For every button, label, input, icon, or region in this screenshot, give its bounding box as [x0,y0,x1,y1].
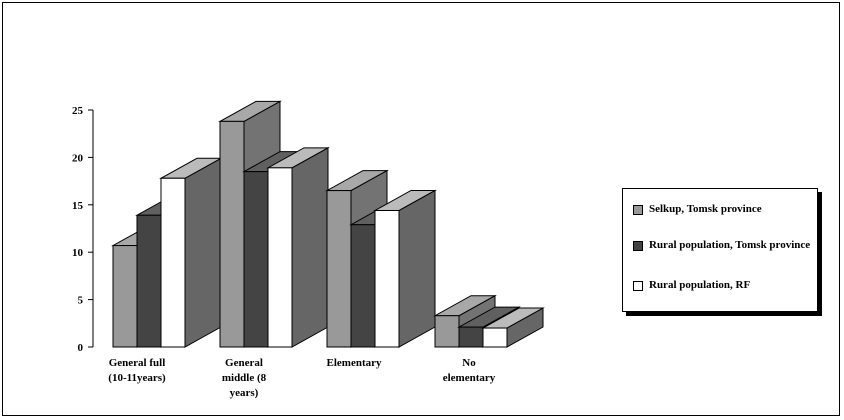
bar-side [398,189,436,348]
y-tick-label: 25 [72,105,84,117]
bar-front [136,214,162,348]
bar [481,307,545,348]
category-label: General middle (8 years) [222,357,267,399]
legend-label-selkup: Selkup, Tomsk province [649,203,762,215]
legend-swatch-rural-rf [633,281,643,291]
legend-swatch-rural-tomsk [633,241,643,251]
y-tick-label: 20 [72,152,84,164]
category-label-line: (10-11years) [108,372,166,384]
bar [159,157,223,348]
category-label-line: middle (8 [222,372,267,384]
legend-item-selkup: Selkup, Tomsk province [633,203,813,216]
bar [373,189,437,348]
legend-label-rural-rf: Rural population, RF [649,279,751,291]
category-labels: General full (10-11years) General middle (8… [108,357,495,399]
bar [266,146,330,348]
category-label: General full (10-11years) [108,357,166,384]
bars-group [111,100,545,348]
bar-front [267,167,293,348]
legend-swatch-selkup [633,205,643,215]
y-tick-label: 15 [72,200,84,212]
legend-label-rural-tomsk: Rural population, Tomsk province [649,239,811,251]
bar-front [160,177,186,348]
category-label-line: No [462,357,476,369]
y-axis: 0 5 10 15 20 25 [72,105,94,354]
legend: Selkup, Tomsk province Rural population,… [622,188,818,312]
category-label: Elementary [327,357,382,369]
bar-front [326,190,352,348]
category-label-line: years) [230,387,259,399]
category-label-line: General full [109,357,166,369]
legend-item-rural-tomsk: Rural population, Tomsk province [633,239,813,252]
y-tick-label: 5 [78,295,84,307]
category-label-line: elementary [443,372,496,384]
bar-front [374,209,400,348]
bar-front [482,327,508,348]
bar-front [458,326,484,348]
legend-item-rural-rf: Rural population, RF [633,279,813,292]
bar-front [112,245,138,348]
bar-front [434,315,460,348]
category-label-line: General [225,357,263,369]
bar-side [291,146,329,348]
bar-front [219,120,245,348]
bar-side [184,157,222,348]
bar-front [243,171,269,348]
y-tick-label: 0 [78,342,84,354]
category-label: No elementary [443,357,496,384]
bar-front [350,224,376,348]
y-tick-label: 10 [72,247,84,259]
category-label-line: Elementary [327,357,382,369]
